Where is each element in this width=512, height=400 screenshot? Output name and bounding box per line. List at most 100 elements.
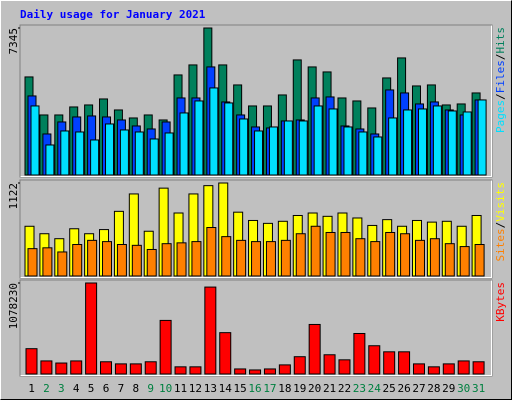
y-tick-label: 1122: [7, 183, 20, 210]
bar: [114, 363, 127, 375]
x-tick-label: 22: [338, 382, 351, 395]
panel-bevel: [20, 180, 492, 278]
bar: [472, 361, 485, 375]
bar: [280, 239, 291, 277]
bar: [236, 239, 247, 277]
bar: [462, 111, 472, 176]
bar: [224, 102, 234, 176]
legend-entry: Sites: [494, 228, 507, 261]
bar: [373, 136, 383, 176]
bar: [400, 233, 411, 277]
bar: [176, 242, 187, 277]
bar: [149, 138, 159, 176]
x-tick-label: 13: [204, 382, 217, 395]
x-tick-label: 5: [88, 382, 95, 395]
bar: [164, 132, 174, 176]
bar: [265, 241, 276, 277]
legend: Pages/Files/Hits: [494, 27, 507, 133]
bar: [70, 360, 83, 375]
bar: [144, 361, 157, 375]
bar: [358, 131, 368, 176]
bar: [27, 248, 38, 277]
bar: [414, 239, 425, 277]
legend: Sites/Visits: [494, 182, 507, 262]
x-tick-label: 18: [278, 382, 291, 395]
x-tick-label: 16: [248, 382, 261, 395]
bar: [159, 319, 172, 375]
bar: [161, 243, 172, 277]
bar: [429, 238, 440, 277]
bar: [263, 368, 276, 375]
bar: [206, 227, 217, 277]
bar: [268, 126, 278, 176]
x-tick-label: 8: [133, 382, 140, 395]
bar: [474, 244, 485, 277]
y-tick-label: 1078230: [7, 283, 20, 329]
bar: [30, 105, 40, 176]
x-tick-label: 24: [368, 382, 382, 395]
bar: [442, 363, 455, 375]
x-tick-label: 17: [263, 382, 276, 395]
bar: [40, 360, 53, 375]
bar: [45, 144, 55, 176]
panel: [19, 279, 493, 377]
x-tick-label: 21: [323, 382, 336, 395]
chart-title: Daily usage for January 2021: [20, 8, 206, 21]
bar: [355, 238, 366, 277]
bar: [383, 351, 396, 375]
bar: [75, 131, 85, 176]
x-tick-label: 12: [189, 382, 202, 395]
bar: [313, 105, 323, 176]
bar: [477, 99, 487, 176]
bar: [251, 241, 262, 277]
bar: [457, 360, 470, 375]
bar: [60, 130, 70, 176]
x-tick-label: 3: [58, 382, 65, 395]
x-tick-label: 27: [412, 382, 425, 395]
x-tick-label: 2: [43, 382, 50, 395]
x-tick-label: 30: [457, 382, 470, 395]
bar: [179, 112, 189, 176]
legend-entry: KBytes: [494, 282, 507, 322]
bar: [105, 123, 115, 176]
bar: [87, 239, 98, 277]
legend-separator: /: [494, 93, 507, 100]
x-tick-label: 1: [28, 382, 35, 395]
bar: [295, 233, 306, 277]
bar: [194, 100, 204, 176]
legend-separator: /: [494, 222, 507, 229]
bar: [340, 231, 351, 277]
bar: [131, 244, 142, 277]
bar: [310, 225, 321, 277]
bar: [219, 332, 232, 375]
bar: [278, 364, 291, 375]
bar: [283, 120, 293, 176]
bar: [328, 108, 338, 176]
bar: [90, 139, 100, 176]
bar: [385, 231, 396, 277]
bar: [57, 251, 68, 277]
x-tick-label: 29: [442, 382, 455, 395]
bar: [146, 248, 157, 277]
bar: [191, 241, 202, 277]
bar: [325, 231, 336, 277]
bar: [55, 362, 68, 375]
bar: [398, 351, 411, 375]
x-tick-label: 28: [427, 382, 440, 395]
legend-entry: Pages: [494, 100, 507, 133]
x-tick-label: 11: [174, 382, 187, 395]
x-tick-label: 9: [147, 382, 154, 395]
bar: [368, 345, 381, 375]
bar: [338, 359, 351, 375]
bar: [174, 366, 187, 375]
bar: [189, 366, 202, 375]
bar: [323, 354, 336, 375]
bar: [239, 118, 249, 176]
bar: [403, 109, 413, 176]
bar: [116, 244, 127, 277]
bar: [129, 363, 142, 375]
bar: [444, 243, 455, 277]
bar: [298, 120, 308, 176]
bar: [100, 361, 113, 375]
legend-entry: Visits: [494, 182, 507, 222]
